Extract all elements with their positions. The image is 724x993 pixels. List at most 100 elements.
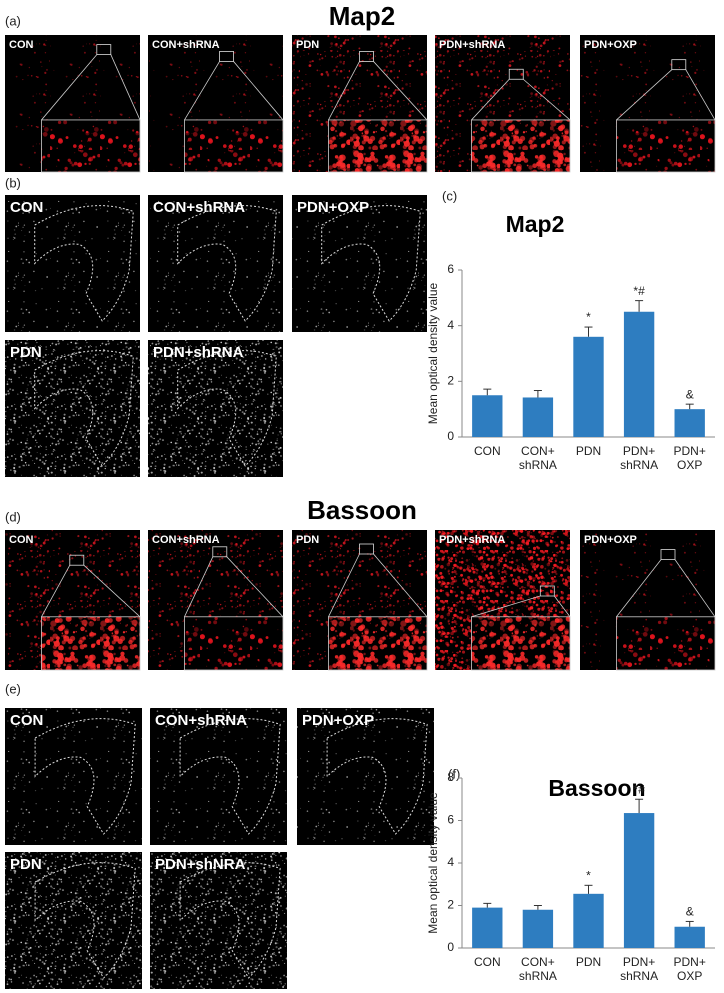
significance-mark: &	[686, 905, 694, 919]
panel-label: (e)	[5, 681, 21, 696]
image-label: PDN+shRNA	[153, 344, 244, 361]
x-tick-label: OXP	[677, 969, 702, 983]
x-tick-label: shRNA	[620, 969, 658, 983]
significance-mark: *#	[633, 782, 645, 796]
region-outline	[34, 718, 136, 835]
micrograph	[150, 708, 287, 845]
zoom-box	[212, 546, 228, 558]
zoom-line	[184, 556, 214, 617]
significance-mark: *	[586, 310, 591, 324]
region-outline	[179, 718, 281, 835]
significance-mark: *#	[633, 284, 645, 298]
zoom-line	[373, 553, 428, 618]
image-label: PDN+shRNA	[439, 534, 505, 546]
zoom-line	[83, 564, 141, 618]
image-label: PDN+OXP	[584, 39, 637, 51]
x-tick-label: CON	[474, 444, 501, 458]
x-tick-label: PDN+	[674, 955, 706, 969]
x-tick-label: shRNA	[519, 969, 557, 983]
zoom-inset	[184, 119, 284, 173]
micrograph	[148, 195, 283, 332]
significance-mark: *	[586, 868, 591, 882]
zoom-line	[471, 78, 510, 121]
zoom-box	[508, 68, 524, 80]
region-outline	[326, 718, 428, 835]
micrograph	[5, 340, 140, 477]
bar	[674, 409, 705, 437]
image-label: CON+shRNA	[155, 712, 247, 729]
y-tick-label: 0	[447, 429, 454, 443]
micrograph	[150, 852, 287, 989]
micrograph	[297, 708, 434, 845]
zoom-inset	[616, 119, 716, 173]
zoom-line	[685, 69, 716, 121]
y-tick-label: 6	[447, 262, 454, 276]
region-outline	[177, 205, 277, 322]
zoom-line	[471, 595, 541, 618]
zoom-inset	[41, 616, 141, 671]
y-tick-label: 8	[447, 770, 454, 784]
zoom-box	[660, 549, 676, 560]
zoom-line	[328, 553, 360, 617]
zoom-inset	[328, 616, 428, 671]
zoom-box	[671, 59, 687, 71]
x-tick-label: shRNA	[519, 458, 557, 472]
x-tick-label: PDN+	[623, 444, 655, 458]
zoom-line	[184, 61, 220, 121]
y-tick-label: 6	[447, 813, 454, 827]
image-label: PDN+OXP	[302, 712, 374, 729]
image-label: CON	[10, 712, 43, 729]
y-tick-label: 4	[447, 318, 454, 332]
image-label: PDN+shNRA	[155, 856, 246, 873]
panel-label: (d)	[5, 509, 21, 524]
y-tick-label: 0	[447, 940, 454, 954]
panel-title: Map2	[329, 1, 395, 31]
zoom-line	[328, 61, 360, 121]
y-axis-label: Mean optical density value	[426, 792, 440, 934]
zoom-line	[41, 565, 71, 617]
bar	[472, 395, 503, 437]
panel-label: (c)	[442, 188, 457, 203]
panel-label: (a)	[5, 13, 21, 28]
zoom-inset	[471, 119, 571, 173]
bar	[522, 397, 554, 437]
region-outline	[34, 350, 134, 467]
zoom-box	[69, 554, 85, 566]
zoom-line	[226, 556, 284, 618]
image-label: PDN	[10, 856, 42, 873]
panel-label: (f)	[448, 766, 460, 781]
zoom-line	[553, 595, 571, 618]
x-tick-label: shRNA	[620, 458, 658, 472]
image-label: PDN+OXP	[584, 534, 637, 546]
x-tick-label: PDN	[576, 955, 601, 969]
region-outline	[34, 205, 134, 322]
zoom-line	[674, 559, 716, 618]
zoom-inset	[616, 616, 716, 671]
bar	[573, 336, 604, 437]
region-outline	[321, 205, 421, 322]
zoom-box	[219, 51, 234, 62]
zoom-line	[41, 54, 98, 121]
y-tick-label: 2	[447, 898, 454, 912]
x-tick-label: PDN+	[674, 444, 706, 458]
x-tick-label: PDN+	[623, 955, 655, 969]
bar	[623, 311, 655, 437]
bar	[623, 813, 655, 948]
image-label: CON	[9, 39, 34, 51]
bar	[674, 926, 705, 948]
zoom-box	[96, 44, 112, 55]
image-label: CON+shRNA	[152, 534, 220, 546]
x-tick-label: OXP	[677, 458, 702, 472]
micrograph	[5, 708, 142, 845]
zoom-inset	[471, 616, 571, 671]
zoom-line	[522, 78, 571, 121]
zoom-line	[110, 54, 141, 121]
y-tick-label: 4	[447, 855, 454, 869]
image-label: CON	[10, 199, 43, 216]
image-label: PDN+OXP	[297, 199, 369, 216]
x-tick-label: CON+	[521, 444, 555, 458]
x-tick-label: PDN	[576, 444, 601, 458]
y-axis-label: Mean optical density value	[426, 282, 440, 424]
bar	[573, 893, 604, 948]
image-label: PDN	[296, 39, 319, 51]
